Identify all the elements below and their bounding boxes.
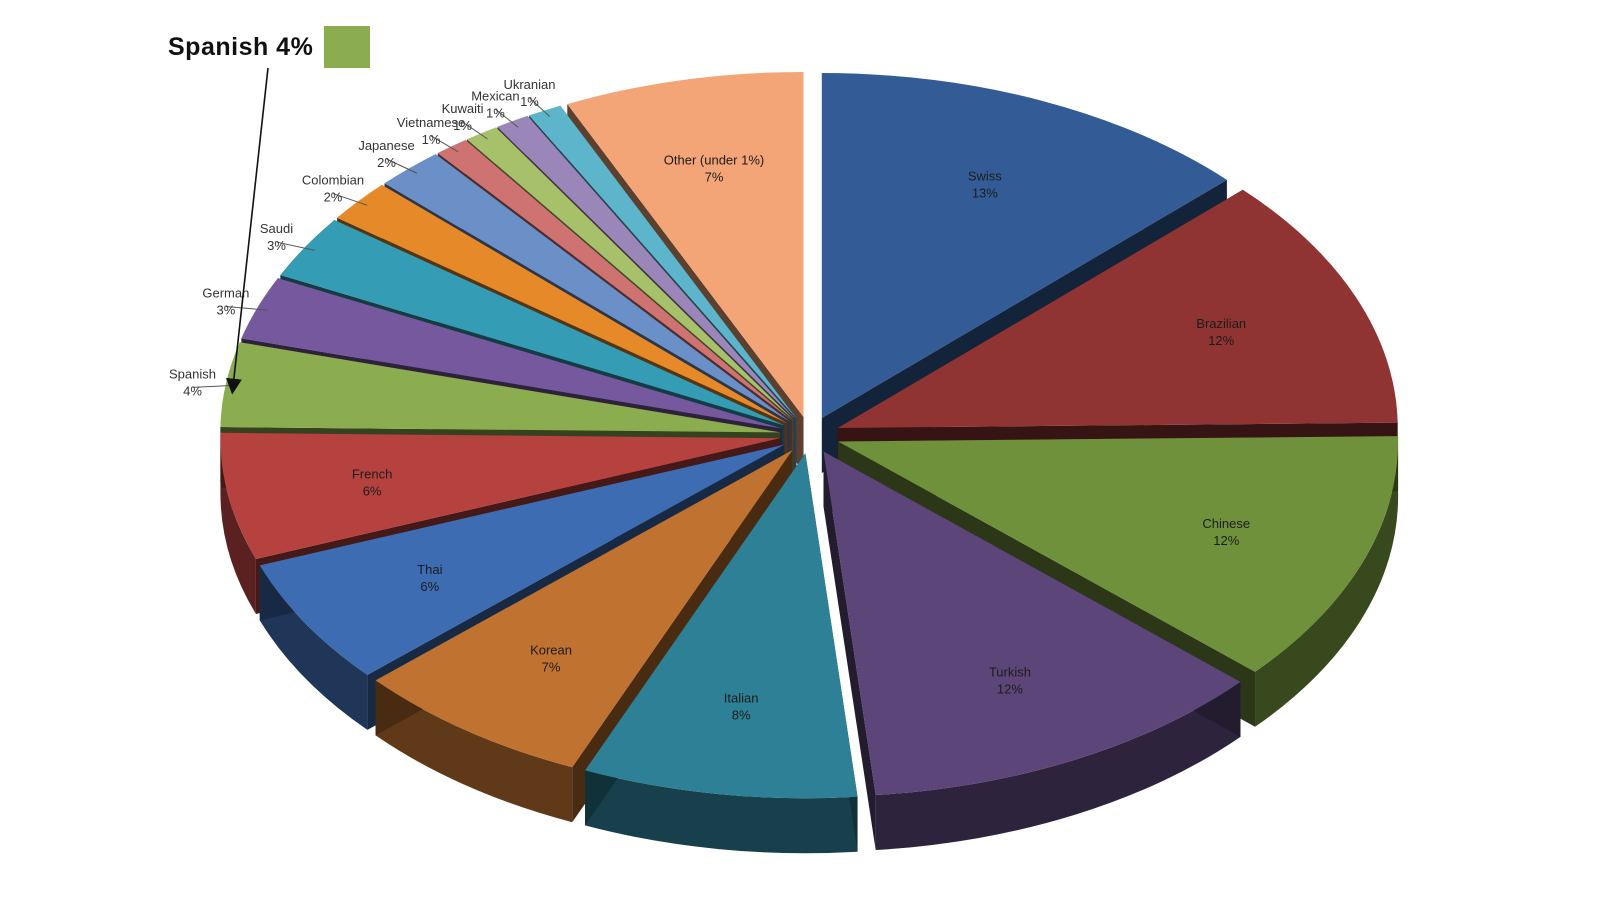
value-swiss: 13% <box>972 185 998 200</box>
label-thai: Thai <box>417 562 442 577</box>
label-german: German <box>202 285 249 300</box>
value-german: 3% <box>216 302 235 317</box>
value-thai: 6% <box>420 579 439 594</box>
label-other-under-1: Other (under 1%) <box>664 153 764 168</box>
spanish-callout: Spanish 4% <box>168 26 371 68</box>
leader-line-colombian <box>332 193 368 206</box>
label-mexican: Mexican <box>471 88 519 103</box>
slice-edge-turkish-1 <box>823 451 876 851</box>
value-spanish: 4% <box>183 383 202 398</box>
value-french: 6% <box>363 484 382 499</box>
label-kuwaiti: Kuwaiti <box>442 101 484 116</box>
spanish-callout-swatch <box>324 26 371 68</box>
callout-arrow <box>225 67 269 395</box>
slice-spanish <box>220 342 781 433</box>
slice-korean <box>375 450 793 768</box>
slice-german <box>241 278 782 429</box>
label-saudi: Saudi <box>260 221 293 236</box>
label-chinese: Chinese <box>1202 516 1250 531</box>
label-vietnamese: Vietnamese <box>397 115 465 130</box>
leader-line-japanese <box>386 158 418 174</box>
value-other-under-1: 7% <box>705 170 724 185</box>
leader-line-german <box>225 305 268 311</box>
leader-line-vietnamese <box>430 135 459 153</box>
leader-line-mexican <box>495 108 519 128</box>
slice-rim-turkish <box>875 681 1241 851</box>
value-chinese: 12% <box>1213 533 1239 548</box>
slice-rim-french <box>220 438 256 614</box>
label-swiss: Swiss <box>968 168 1002 183</box>
slice-chinese <box>838 436 1399 672</box>
slice-vietnamese <box>437 139 792 421</box>
slice-kuwaiti <box>466 127 794 420</box>
value-ukranian: 1% <box>520 94 539 109</box>
value-saudi: 3% <box>267 238 286 253</box>
slice-swiss <box>821 73 1227 419</box>
value-colombian: 2% <box>324 190 343 205</box>
label-korean: Korean <box>530 642 572 657</box>
leader-line-kuwaiti <box>462 121 488 140</box>
value-brazilian: 12% <box>1208 333 1234 348</box>
slice-rim-italian <box>585 770 858 854</box>
slice-colombian <box>337 184 788 424</box>
leader-line-saudi <box>276 241 315 251</box>
leader-line-ukranian <box>529 97 550 117</box>
slice-saudi <box>280 220 785 426</box>
value-japanese: 2% <box>377 155 396 170</box>
slice-rim-korean <box>375 680 573 823</box>
slice-turkish <box>823 451 1241 796</box>
value-kuwaiti: 1% <box>453 118 472 133</box>
slice-mexican <box>497 115 795 420</box>
label-turkish: Turkish <box>989 665 1031 680</box>
value-korean: 7% <box>542 659 561 674</box>
slice-thai <box>259 444 785 675</box>
label-french: French <box>352 467 392 482</box>
label-brazilian: Brazilian <box>1196 316 1246 331</box>
label-spanish: Spanish <box>169 366 216 381</box>
label-ukranian: Ukranian <box>503 77 555 92</box>
slice-french <box>220 432 781 559</box>
value-vietnamese: 1% <box>422 132 441 147</box>
spanish-callout-text: Spanish 4% <box>168 32 314 61</box>
value-turkish: 12% <box>997 682 1023 697</box>
slice-other-under-1 <box>567 71 804 417</box>
value-mexican: 1% <box>486 105 505 120</box>
label-italian: Italian <box>724 690 759 705</box>
label-japanese: Japanese <box>358 138 414 153</box>
slice-japanese <box>384 154 790 422</box>
slice-rim-chinese <box>1255 441 1399 727</box>
slice-ukranian <box>529 105 797 419</box>
slice-italian <box>585 453 858 799</box>
label-colombian: Colombian <box>302 173 364 188</box>
slice-brazilian <box>837 189 1398 428</box>
value-italian: 8% <box>732 707 751 722</box>
